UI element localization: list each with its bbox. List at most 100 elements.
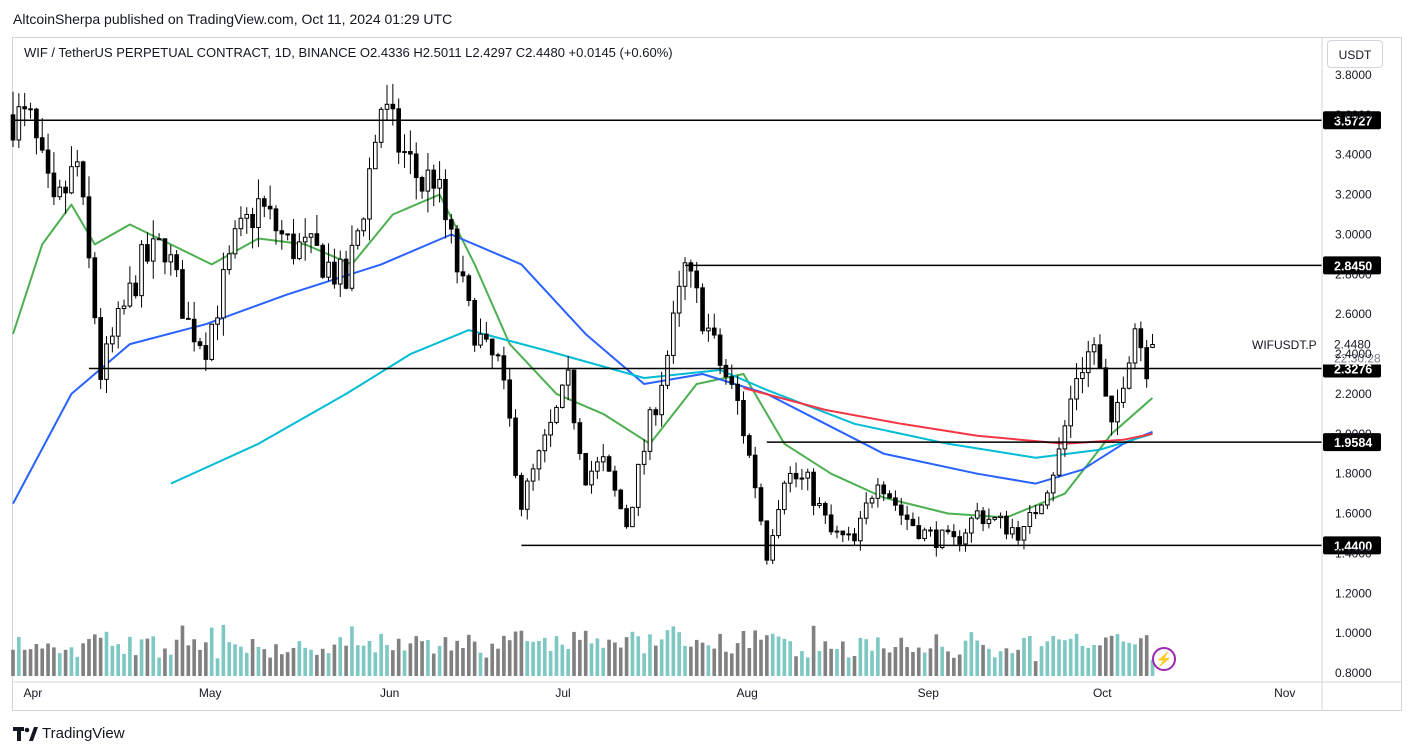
candle-body[interactable] [291,233,296,260]
candle-body[interactable] [396,108,401,153]
candle-body[interactable] [811,471,816,506]
candle-body[interactable] [150,238,156,262]
candle-body[interactable] [858,517,863,542]
candle-body[interactable] [472,300,477,346]
candle-body[interactable] [478,333,483,346]
candle-body[interactable] [1039,504,1044,515]
candle-body[interactable] [320,244,326,278]
candle-body[interactable] [250,214,255,229]
candle-body[interactable] [542,434,548,452]
candle-body[interactable] [408,151,413,155]
candle-body[interactable] [974,510,980,519]
candle-body[interactable] [630,506,635,528]
ohlc-legend[interactable]: WIF / TetherUS PERPETUAL CONTRACT, 1D, B… [21,45,676,60]
candle-body[interactable] [647,409,653,452]
candle-body[interactable] [180,269,185,319]
candle-body[interactable] [916,525,922,540]
candle-body[interactable] [267,205,273,210]
candle-body[interactable] [513,417,518,476]
candle-body[interactable] [659,384,664,416]
candle-body[interactable] [1062,425,1068,450]
candle-body[interactable] [51,172,57,198]
candle-body[interactable] [1080,372,1085,380]
candle-body[interactable] [776,509,781,537]
candle-body[interactable] [244,214,250,219]
candle-body[interactable] [828,514,834,533]
candle-body[interactable] [560,384,565,408]
candle-body[interactable] [378,108,384,143]
candle-body[interactable] [641,450,647,465]
candle-body[interactable] [565,369,571,386]
candle-body[interactable] [232,228,238,255]
candle-body[interactable] [986,518,992,525]
candle-body[interactable] [63,186,68,194]
candle-body[interactable] [419,177,425,192]
candle-body[interactable] [361,218,366,232]
candle-body[interactable] [729,376,735,385]
candle-body[interactable] [554,406,559,423]
candle-body[interactable] [799,477,805,480]
candle-body[interactable] [519,474,524,510]
candle-body[interactable] [852,533,857,542]
candle-body[interactable] [367,168,372,220]
candle-body[interactable] [688,262,694,272]
candle-body[interactable] [612,470,618,491]
candle-body[interactable] [484,333,489,340]
candle-body[interactable] [846,533,851,536]
candle-body[interactable] [700,287,705,332]
candle-body[interactable] [922,529,927,540]
candle-body[interactable] [45,149,51,174]
candle-body[interactable] [110,335,115,345]
candle-body[interactable] [402,151,407,154]
candle-body[interactable] [735,383,740,401]
candle-body[interactable] [69,166,74,194]
candle-body[interactable] [671,312,676,356]
candle-body[interactable] [104,343,109,380]
candle-body[interactable] [466,275,472,302]
candle-body[interactable] [1138,328,1144,349]
candle-body[interactable] [717,334,723,366]
candle-body[interactable] [1109,395,1114,423]
candle-body[interactable] [834,530,840,533]
candle-body[interactable] [22,106,27,110]
candle-body[interactable] [939,529,945,548]
candle-body[interactable] [1033,512,1038,515]
candle-body[interactable] [1121,387,1126,403]
candle-body[interactable] [308,233,314,238]
candle-body[interactable] [1103,367,1109,397]
candle-body[interactable] [373,141,378,170]
candle-body[interactable] [98,317,103,380]
candle-body[interactable] [1027,512,1033,528]
candle-body[interactable] [437,178,442,189]
candle-body[interactable] [86,196,92,259]
candle-body[interactable] [1144,347,1149,380]
candle-body[interactable] [1074,378,1079,400]
candle-body[interactable] [448,219,454,230]
candle-body[interactable] [589,470,594,486]
candle-body[interactable] [168,254,174,263]
candle-body[interactable] [191,318,197,343]
candle-body[interactable] [787,472,793,484]
candle-body[interactable] [869,497,875,504]
candle-body[interactable] [1068,398,1074,427]
candle-body[interactable] [127,282,133,307]
candle-body[interactable] [706,327,711,332]
candle-body[interactable] [595,461,600,472]
candle-body[interactable] [256,198,261,229]
candle-body[interactable] [1115,401,1120,423]
candle-body[interactable] [226,253,232,271]
candle-body[interactable] [893,497,898,506]
candle-body[interactable] [1126,362,1132,389]
candle-body[interactable] [279,230,285,235]
candle-body[interactable] [1009,527,1015,535]
candle-body[interactable] [945,529,951,533]
candle-body[interactable] [92,257,98,319]
candle-body[interactable] [782,482,787,511]
candle-body[interactable] [747,435,752,456]
candle-body[interactable] [548,421,553,436]
candle-body[interactable] [156,238,162,241]
candle-body[interactable] [314,233,320,246]
candle-body[interactable] [618,489,624,510]
candle-body[interactable] [285,233,290,236]
candle-body[interactable] [261,198,267,207]
